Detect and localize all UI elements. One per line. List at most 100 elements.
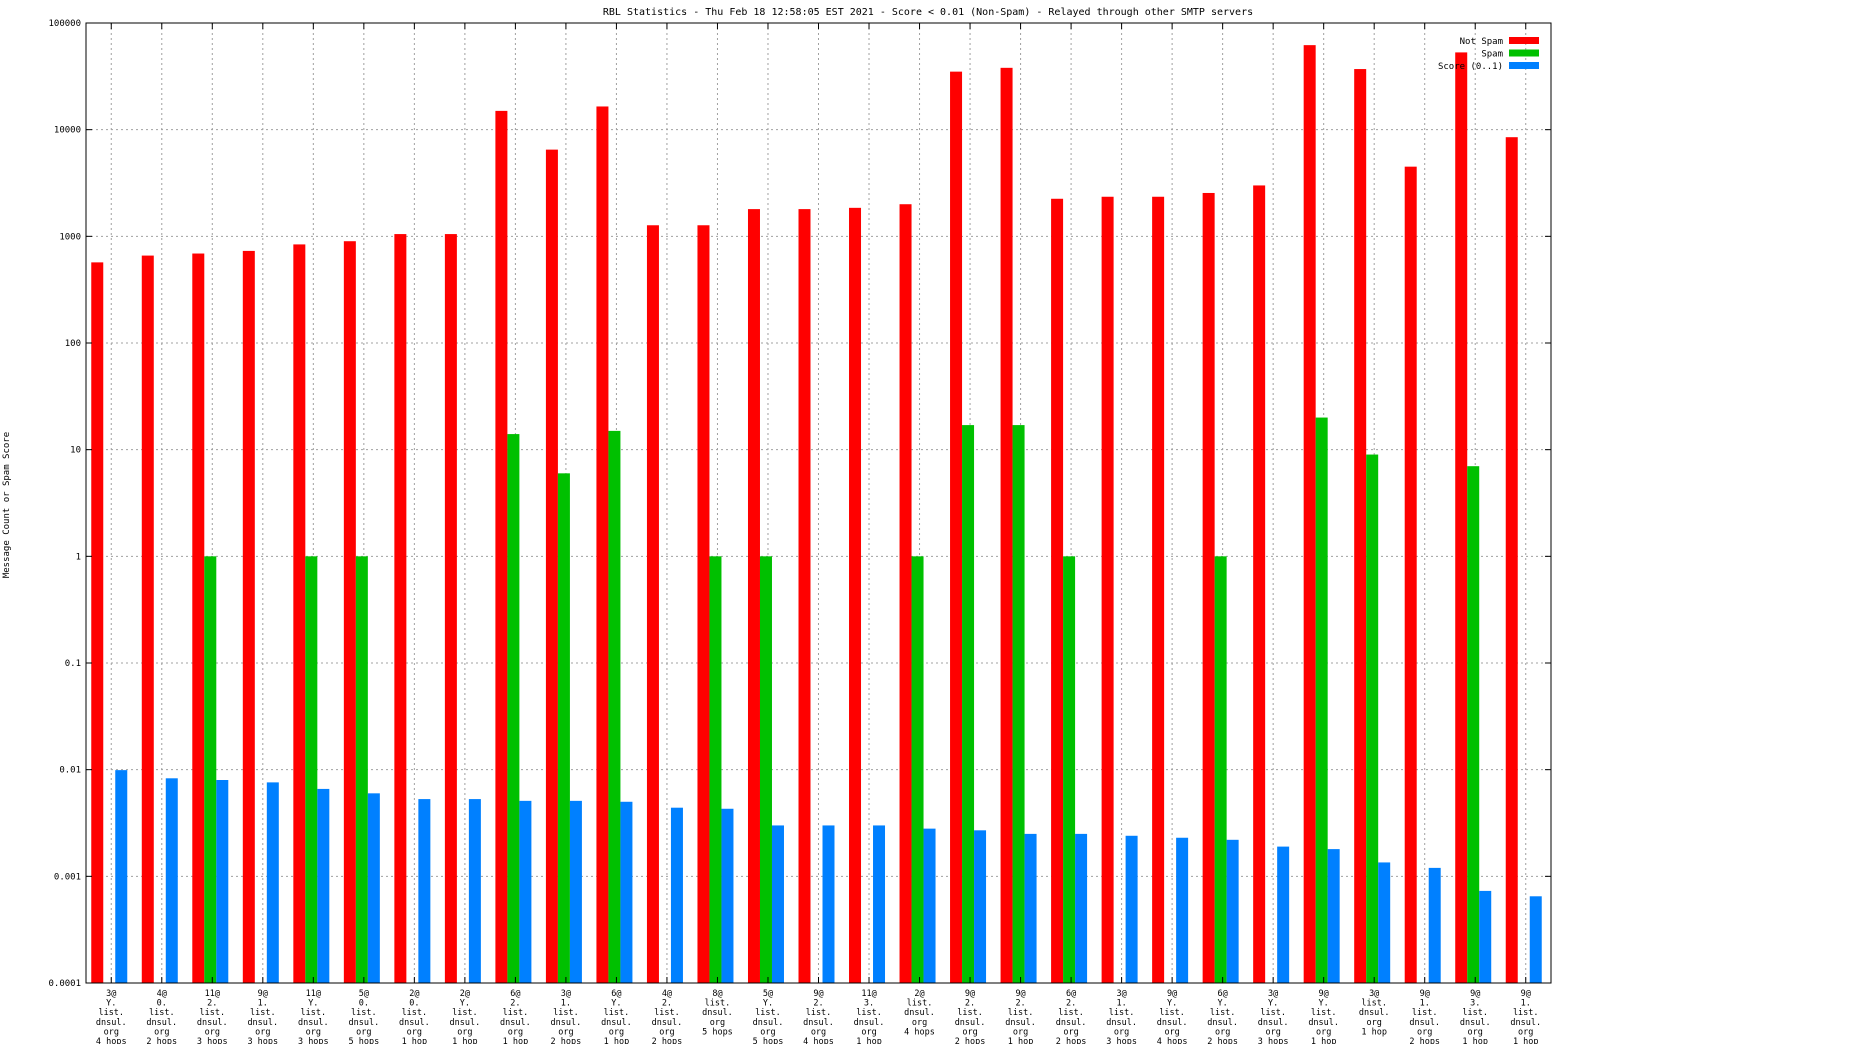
x-category-label-line: 1 hop (402, 1037, 428, 1044)
y-axis-label: Message Count or Spam Score (2, 432, 12, 578)
bar-not-spam (394, 234, 407, 984)
x-category-label-line: list. (149, 1008, 175, 1018)
x-category-label-line: 2. (207, 999, 217, 1009)
x-category-label-line: list. (806, 1008, 832, 1018)
x-category-label-line: 0. (409, 999, 419, 1009)
x-category-label: 3@ Y. list. dnsul. org 3 hops (1258, 989, 1289, 1044)
bar-spam (1214, 556, 1227, 983)
x-category-label-line: dnsul. (652, 1018, 683, 1028)
x-category-label-line: 9@ (965, 989, 975, 999)
x-category-label-line: dnsul. (1510, 1018, 1541, 1028)
x-category-label-line: 3 hops (1258, 1037, 1289, 1044)
x-category-label: 9@ 3. list. dnsul. org 1 hop (1460, 989, 1491, 1044)
x-category-label: 9@ 2. list. dnsul. org 2 hops (955, 989, 986, 1044)
x-category-label: 9@ 2. list. dnsul. org 4 hops (803, 989, 834, 1044)
bar-spam (1063, 556, 1076, 983)
x-category-label-line: 4 hops (803, 1037, 834, 1044)
bar-score-0-1 (1428, 867, 1441, 983)
bar-score-0-1 (1226, 839, 1239, 983)
x-category-label-line: 3. (1470, 999, 1480, 1009)
x-category-label-line: list. (604, 1008, 630, 1018)
bar-score-0-1 (1479, 890, 1492, 983)
bar-spam (1467, 466, 1480, 983)
legend-swatch (1509, 49, 1539, 57)
bar-not-spam (495, 110, 508, 983)
x-category-label-line: dnsul. (904, 1008, 935, 1018)
x-category-label-line: 4@ (157, 989, 167, 999)
x-category-label-line: 9@ (1420, 989, 1430, 999)
x-category-label-line: dnsul. (1157, 1018, 1188, 1028)
x-category-label-line: 1 hop (856, 1037, 882, 1044)
x-category-label-line: 2 hops (1207, 1037, 1238, 1044)
x-category-label-line: 1. (258, 999, 268, 1009)
bar-score-0-1 (1378, 862, 1391, 983)
x-category-label-line: 2@ (460, 989, 470, 999)
bar-spam (305, 556, 318, 983)
x-category-label-line: Y. (308, 999, 318, 1009)
bar-spam (204, 556, 217, 983)
x-category-label-line: Y. (460, 999, 470, 1009)
x-category-label: 3@ Y. list. dnsul. org 4 hops (96, 989, 127, 1044)
x-category-label-line: org (609, 1027, 624, 1037)
bar-not-spam (141, 255, 154, 984)
y-tick-label: 10 (70, 446, 81, 456)
x-category-label-line: 2 hops (652, 1037, 683, 1044)
x-category-label-line: list. (1412, 1008, 1438, 1018)
bar-score-0-1 (266, 782, 279, 983)
x-category-label: 6@ Y. list. dnsul. org 1 hop (601, 989, 632, 1044)
x-category-label-line: org (1215, 1027, 1230, 1037)
x-category-label-line: org (558, 1027, 573, 1037)
x-category-label-line: org (205, 1027, 220, 1037)
bar-spam (1315, 417, 1328, 984)
legend-label: Spam (1481, 50, 1503, 60)
bar-not-spam (1051, 198, 1064, 983)
bar-not-spam (798, 209, 811, 984)
x-category-label-line: 0. (359, 999, 369, 1009)
x-category-label-line: 3@ (1116, 989, 1126, 999)
x-category-label-line: 1. (1116, 999, 1126, 1009)
x-category-label-line: dnsul. (450, 1018, 481, 1028)
x-category-label-line: 2@ (409, 989, 419, 999)
x-category-label-line: 1 hop (1462, 1037, 1488, 1044)
x-category-label-line: list. (250, 1008, 276, 1018)
legend-label: Not Spam (1460, 37, 1503, 47)
x-category-label-line: dnsul. (702, 1008, 733, 1018)
x-category-label-line: 1 hop (1361, 1027, 1387, 1037)
x-category-label-line: list. (907, 999, 933, 1009)
x-category-label-line: Y. (1319, 999, 1329, 1009)
x-category-label-line: dnsul. (146, 1018, 177, 1028)
bar-not-spam (1152, 196, 1165, 984)
x-category-label-line: dnsul. (551, 1018, 582, 1028)
legend-label: Score (0..1) (1438, 62, 1503, 72)
bar-score-0-1 (1024, 833, 1037, 983)
x-category-label-line: org (962, 1027, 977, 1037)
x-category-label-line: dnsul. (1308, 1018, 1339, 1028)
x-category-label-line: list. (856, 1008, 882, 1018)
bar-not-spam (293, 244, 306, 983)
bar-score-0-1 (1327, 849, 1340, 983)
x-category-label-line: Y. (611, 999, 621, 1009)
x-category-label-line: dnsul. (1056, 1018, 1087, 1028)
x-category-label-line: list. (1361, 999, 1387, 1009)
bar-spam (962, 425, 975, 983)
x-category-label: 6@ 2. list. dnsul. org 2 hops (1056, 989, 1087, 1044)
x-category-label-line: org (255, 1027, 270, 1037)
bars-layer (91, 45, 1542, 984)
x-category-label-line: 2. (1066, 999, 1076, 1009)
legend-swatch (1509, 37, 1539, 44)
x-category-label-line: org (154, 1027, 169, 1037)
x-category-label-line: 5 hops (753, 1037, 784, 1044)
x-category-label: 9@ 1. list. dnsul. org 2 hops (1409, 989, 1440, 1044)
bar-score-0-1 (923, 828, 936, 983)
x-category-label: 2@ list. dnsul. org 4 hops (904, 989, 935, 1037)
bar-not-spam (849, 207, 862, 983)
x-category-label: 9@ 1. list. dnsul. org 3 hops (247, 989, 278, 1044)
x-category-label-line: 2 hops (1409, 1037, 1440, 1044)
x-category-label-line: list. (705, 999, 731, 1009)
bar-not-spam (697, 225, 710, 984)
x-category-label: 9@ 2. list. dnsul. org 1 hop (1005, 989, 1036, 1044)
x-category-label-line: list. (402, 1008, 428, 1018)
bar-score-0-1 (620, 801, 633, 983)
bar-not-spam (1000, 67, 1013, 984)
x-category-label-line: list. (654, 1008, 680, 1018)
